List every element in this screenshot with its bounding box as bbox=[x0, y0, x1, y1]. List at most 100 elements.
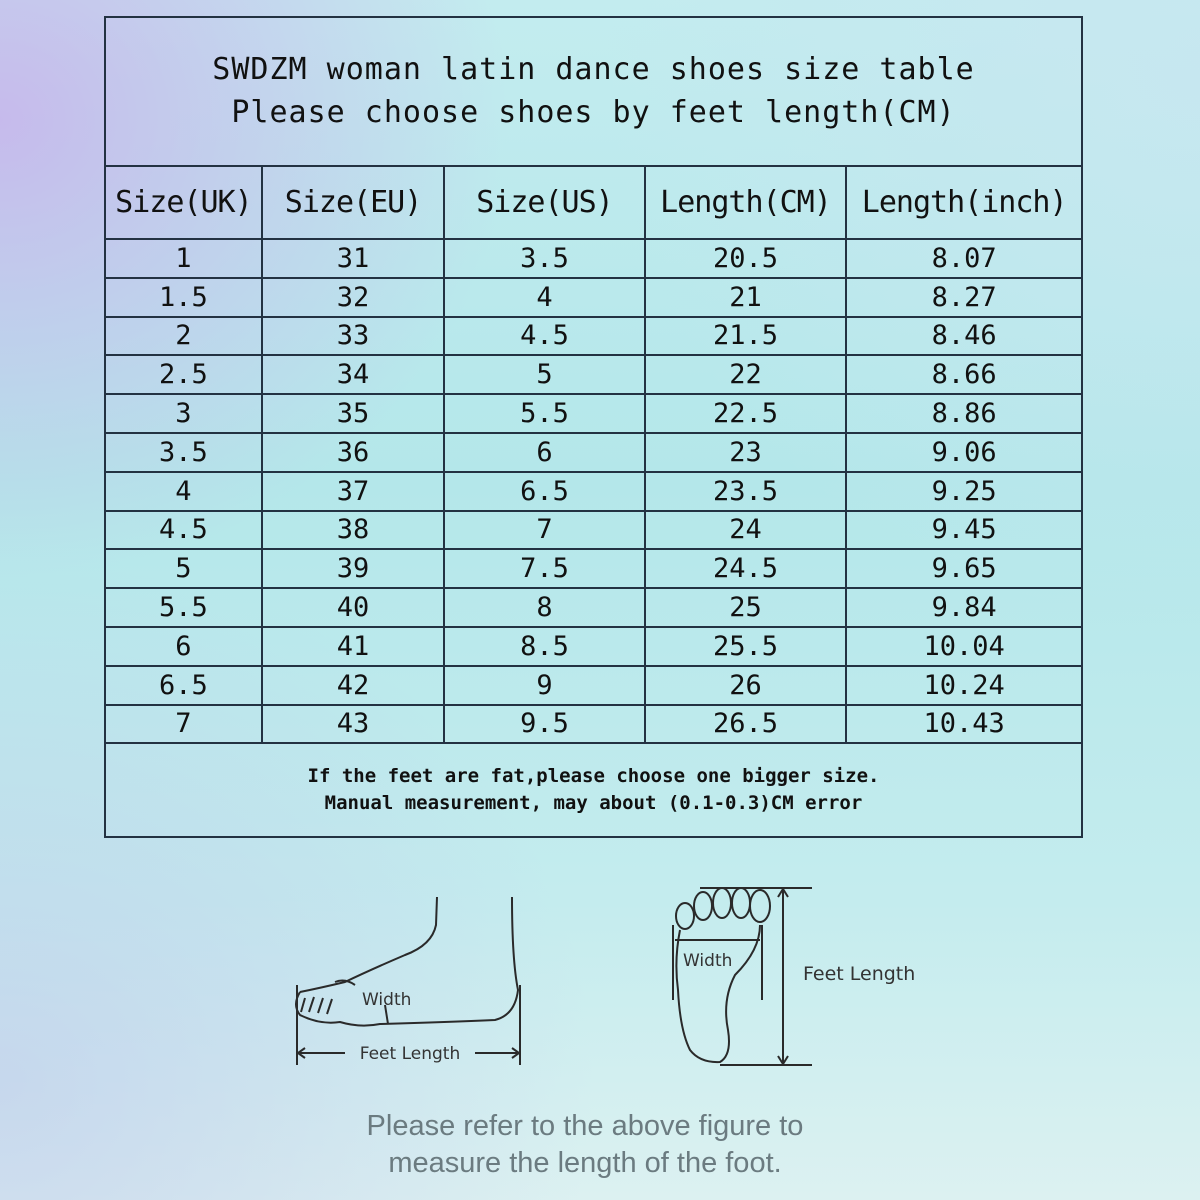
table-cell: 5 bbox=[104, 548, 263, 590]
table-cell: 4.5 bbox=[443, 315, 646, 357]
table-cell: 22.5 bbox=[643, 393, 848, 434]
table-cell: 22 bbox=[643, 354, 848, 396]
table-cell: 33 bbox=[260, 315, 446, 357]
table-cell: 43 bbox=[260, 703, 446, 745]
table-row: 7 43 9.5 26.5 10.43 bbox=[104, 703, 1083, 745]
table-cell: 1.5 bbox=[104, 276, 263, 318]
table-cell: 8.5 bbox=[443, 625, 646, 667]
table-cell: 2 bbox=[104, 315, 263, 357]
table-cell: 7 bbox=[104, 703, 263, 745]
size-notes: If the feet are fat,please choose one bi… bbox=[104, 742, 1083, 838]
table-row: 3 35 5.5 22.5 8.86 bbox=[104, 393, 1083, 434]
foot-measurement-diagram: Width Feet Length Width Feet Length bbox=[295, 887, 915, 1066]
side-width-label: Width bbox=[362, 990, 411, 1010]
sole-length-label: Feet Length bbox=[803, 963, 915, 985]
table-cell: 3 bbox=[104, 393, 263, 434]
table-cell: 9.25 bbox=[845, 470, 1083, 512]
table-cell: 38 bbox=[260, 509, 446, 551]
table-cell: 6.5 bbox=[104, 664, 263, 706]
table-cell: 9.06 bbox=[845, 431, 1083, 473]
title-line-1: SWDZM woman latin dance shoes size table bbox=[212, 51, 975, 87]
footer-line-1: Please refer to the above figure to bbox=[366, 1110, 804, 1142]
table-cell: 3.5 bbox=[104, 431, 263, 473]
table-cell: 6 bbox=[443, 431, 646, 473]
table-cell: 37 bbox=[260, 470, 446, 512]
table-cell: 21 bbox=[643, 276, 848, 318]
table-cell: 34 bbox=[260, 354, 446, 396]
table-cell: 3.5 bbox=[443, 238, 646, 279]
table-cell: 5.5 bbox=[443, 393, 646, 434]
note-measurement-error: Manual measurement, may about (0.1-0.3)C… bbox=[324, 792, 863, 814]
size-table: Size(UK) Size(EU) Size(US) Length(CM) Length… bbox=[104, 165, 1083, 745]
table-row: 4.5 38 7 24 9.45 bbox=[104, 509, 1083, 551]
table-cell: 32 bbox=[260, 276, 446, 318]
table-cell: 9.65 bbox=[845, 548, 1083, 590]
table-cell: 7 bbox=[443, 509, 646, 551]
table-cell: 10.24 bbox=[845, 664, 1083, 706]
table-cell: 9.45 bbox=[845, 509, 1083, 551]
table-row: 5.5 40 8 25 9.84 bbox=[104, 587, 1083, 628]
side-foot-icon bbox=[295, 896, 521, 1065]
table-cell: 26 bbox=[643, 664, 848, 706]
header-row: Size(UK) Size(EU) Size(US) Length(CM) Length… bbox=[104, 165, 1083, 240]
table-row: 1 31 3.5 20.5 8.07 bbox=[104, 238, 1083, 279]
table-cell: 4 bbox=[443, 276, 646, 318]
table-cell: 5.5 bbox=[104, 587, 263, 628]
table-row: 6.5 42 9 26 10.24 bbox=[104, 664, 1083, 706]
table-cell: 8.86 bbox=[845, 393, 1083, 434]
table-cell: 25 bbox=[643, 587, 848, 628]
table-cell: 7.5 bbox=[443, 548, 646, 590]
table-cell: 21.5 bbox=[643, 315, 848, 357]
table-cell: 42 bbox=[260, 664, 446, 706]
table-title: SWDZM woman latin dance shoes size table… bbox=[104, 16, 1083, 165]
table-cell: 9 bbox=[443, 664, 646, 706]
column-header: Size(EU) bbox=[260, 165, 446, 240]
table-cell: 10.04 bbox=[845, 625, 1083, 667]
table-cell: 8.66 bbox=[845, 354, 1083, 396]
table-cell: 10.43 bbox=[845, 703, 1083, 745]
table-cell: 8.27 bbox=[845, 276, 1083, 318]
table-row: 5 39 7.5 24.5 9.65 bbox=[104, 548, 1083, 590]
column-header: Length(inch) bbox=[845, 165, 1083, 240]
table-cell: 9.5 bbox=[443, 703, 646, 745]
table-cell: 1 bbox=[104, 238, 263, 279]
table-cell: 8.07 bbox=[845, 238, 1083, 279]
table-cell: 35 bbox=[260, 393, 446, 434]
table-cell: 39 bbox=[260, 548, 446, 590]
table-cell: 2.5 bbox=[104, 354, 263, 396]
table-row: 1.5 32 4 21 8.27 bbox=[104, 276, 1083, 318]
table-row: 4 37 6.5 23.5 9.25 bbox=[104, 470, 1083, 512]
footer-line-2: measure the length of the foot. bbox=[388, 1147, 782, 1179]
table-cell: 36 bbox=[260, 431, 446, 473]
table-cell: 24.5 bbox=[643, 548, 848, 590]
table-cell: 6.5 bbox=[443, 470, 646, 512]
sole-width-label: Width bbox=[683, 951, 732, 971]
table-cell: 24 bbox=[643, 509, 848, 551]
sole-foot-icon bbox=[672, 887, 812, 1066]
table-cell: 23.5 bbox=[643, 470, 848, 512]
table-cell: 20.5 bbox=[643, 238, 848, 279]
table-row: 2 33 4.5 21.5 8.46 bbox=[104, 315, 1083, 357]
column-header: Length(CM) bbox=[643, 165, 848, 240]
table-cell: 9.84 bbox=[845, 587, 1083, 628]
table-cell: 5 bbox=[443, 354, 646, 396]
table-cell: 31 bbox=[260, 238, 446, 279]
table-cell: 41 bbox=[260, 625, 446, 667]
table-cell: 4.5 bbox=[104, 509, 263, 551]
column-header: Size(US) bbox=[443, 165, 646, 240]
side-length-label: Feet Length bbox=[360, 1044, 460, 1064]
table-cell: 25.5 bbox=[643, 625, 848, 667]
table-cell: 26.5 bbox=[643, 703, 848, 745]
table-cell: 6 bbox=[104, 625, 263, 667]
measurement-instructions: Please refer to the above figure to meas… bbox=[0, 1108, 1170, 1182]
table-row: 3.5 36 6 23 9.06 bbox=[104, 431, 1083, 473]
table-cell: 40 bbox=[260, 587, 446, 628]
table-row: 6 41 8.5 25.5 10.04 bbox=[104, 625, 1083, 667]
table-cell: 4 bbox=[104, 470, 263, 512]
table-cell: 8.46 bbox=[845, 315, 1083, 357]
title-line-2: Please choose shoes by feet length(CM) bbox=[231, 94, 956, 130]
note-fat-feet: If the feet are fat,please choose one bi… bbox=[307, 765, 880, 787]
table-cell: 23 bbox=[643, 431, 848, 473]
table-row: 2.5 34 5 22 8.66 bbox=[104, 354, 1083, 396]
column-header: Size(UK) bbox=[104, 165, 263, 240]
